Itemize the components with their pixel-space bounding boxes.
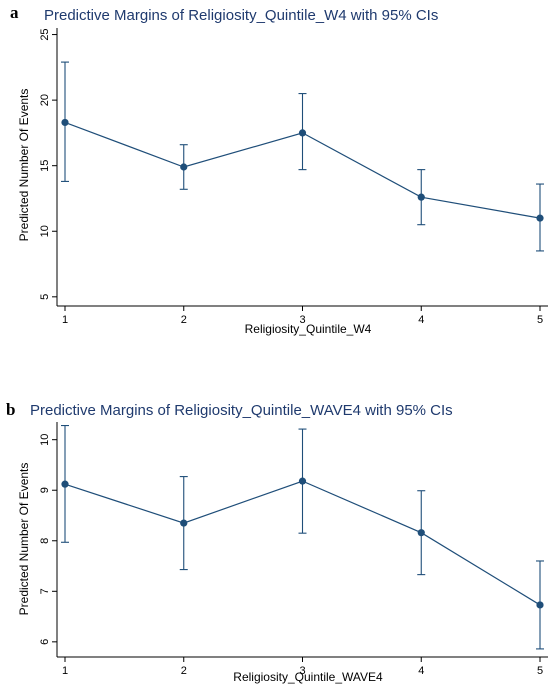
data-point (536, 214, 544, 222)
x-tick-label: 5 (537, 314, 543, 326)
panel-letter: b (6, 400, 15, 419)
chart-title: Predictive Margins of Religiosity_Quinti… (30, 402, 453, 419)
data-point (180, 163, 188, 171)
x-tick-label: 4 (418, 314, 424, 326)
data-point (180, 519, 188, 527)
x-tick-label: 3 (299, 314, 305, 326)
x-tick-label: 3 (299, 665, 305, 677)
plot-area: 6 7 8 9 10 1 2 3 4 5 (39, 422, 548, 677)
x-tick-label: 2 (181, 314, 187, 326)
x-tick-label: 1 (62, 665, 68, 677)
y-tick-label: 7 (39, 588, 51, 594)
data-point (61, 480, 69, 488)
y-tick-label: 6 (39, 639, 51, 645)
data-point (536, 601, 544, 609)
x-tick-label: 4 (418, 665, 424, 677)
x-tick-label: 5 (537, 665, 543, 677)
x-tick-label: 1 (62, 314, 68, 326)
data-point (298, 129, 307, 137)
data-point (417, 529, 425, 537)
y-tick-label: 10 (39, 434, 51, 446)
chart-panel-b: b Predictive Margins of Religiosity_Quin… (6, 400, 548, 684)
x-tick-label: 2 (181, 665, 187, 677)
y-tick-label: 10 (39, 225, 51, 237)
y-axis-label: Predicted Number Of Events (17, 463, 31, 616)
x-axis-label: Religiosity_Quintile_WAVE4 (233, 670, 383, 684)
data-point (61, 118, 69, 127)
y-tick-label: 5 (39, 294, 51, 300)
y-tick-label: 9 (39, 487, 51, 493)
chart-panel-a: a Predictive Margins of Religiosity_Quin… (10, 3, 548, 336)
y-axis-label: Predicted Number Of Events (17, 89, 31, 242)
panel-letter: a (10, 3, 19, 22)
y-tick-label: 20 (39, 94, 51, 106)
data-point (417, 193, 425, 201)
plot-area: 5 10 15 20 25 1 2 3 4 5 (39, 28, 548, 326)
y-tick-label: 25 (39, 28, 51, 40)
y-tick-label: 15 (39, 160, 51, 172)
x-axis-label: Religiosity_Quintile_W4 (245, 322, 372, 336)
y-tick-label: 8 (39, 538, 51, 544)
chart-title: Predictive Margins of Religiosity_Quinti… (44, 7, 438, 24)
data-point (298, 477, 307, 485)
